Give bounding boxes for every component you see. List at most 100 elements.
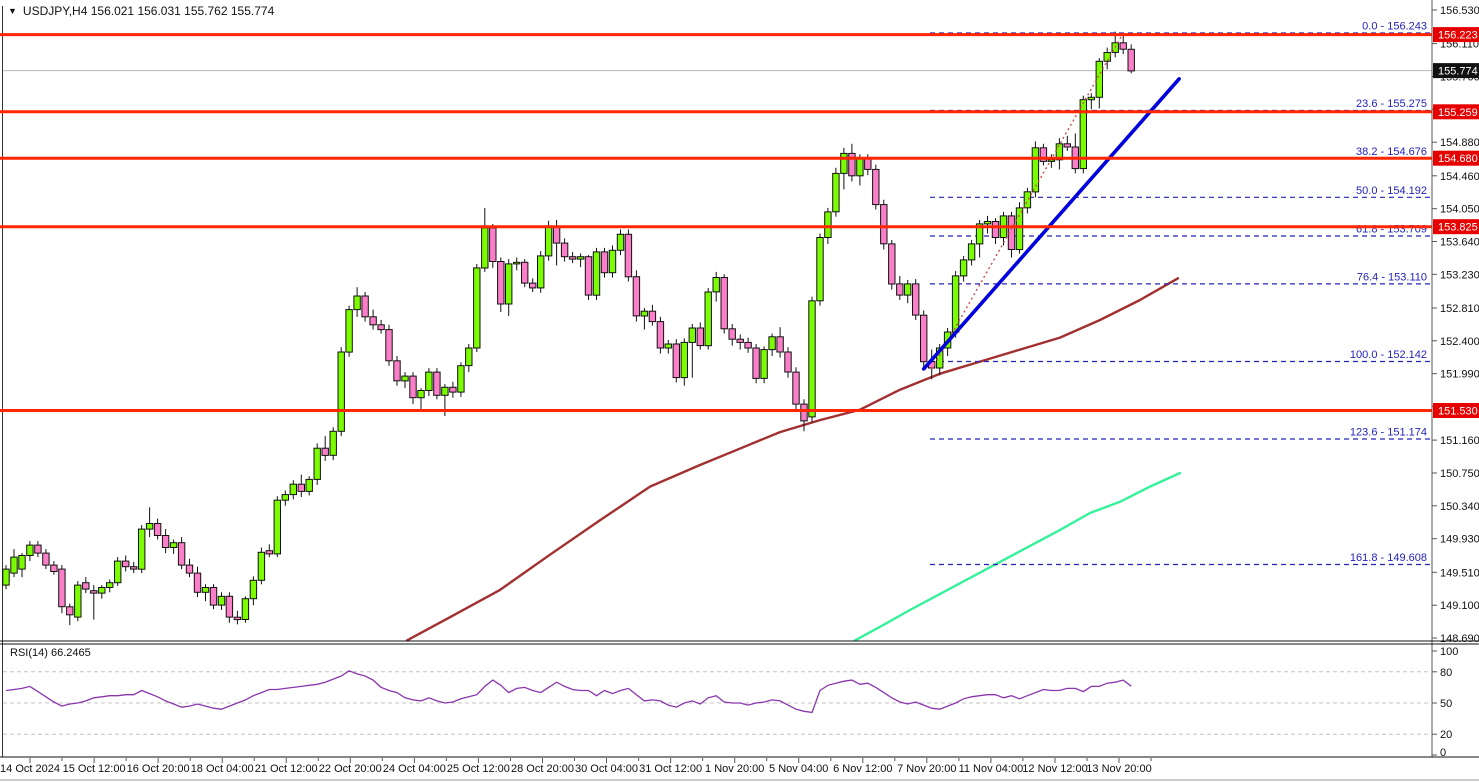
price-tick-label: 151.160: [1440, 435, 1479, 447]
candle: [696, 327, 704, 347]
candle: [656, 321, 665, 349]
candle: [560, 242, 569, 258]
time-axis[interactable]: 14 Oct 2024 15 Oct 12:00 16 Oct 20:00 18 Oc…: [0, 758, 1152, 775]
candle: [425, 371, 433, 392]
candle: [66, 606, 74, 616]
candle: [281, 494, 290, 501]
fib-level-label: 38.2 - 154.676: [1356, 146, 1427, 158]
candle: [26, 544, 34, 556]
candle: [760, 349, 768, 379]
ma-fast-line[interactable]: [853, 471, 1182, 642]
candle: [185, 564, 194, 574]
candle: [768, 336, 776, 351]
time-tick-label: 6 Nov 12:00: [833, 763, 892, 775]
time-tick-label: 7 Nov 20:00: [897, 763, 956, 775]
candle: [489, 227, 497, 262]
rsi-tick-label: 50: [1440, 698, 1452, 710]
fib-level-label: 50.0 - 154.192: [1356, 185, 1427, 197]
candle: [18, 555, 26, 570]
candle: [576, 256, 585, 260]
candle: [497, 261, 505, 305]
candle: [114, 560, 122, 584]
candle: [983, 221, 992, 225]
candle: [58, 568, 66, 608]
candle: [1103, 52, 1111, 62]
candle: [1015, 207, 1024, 251]
rsi-tick-label: 20: [1440, 729, 1452, 741]
price-tick-label: 149.510: [1440, 567, 1479, 579]
candle: [608, 249, 617, 274]
time-tick-label: 25 Oct 12:00: [447, 763, 510, 775]
candle: [34, 544, 42, 554]
candle: [305, 478, 313, 492]
candle: [672, 343, 680, 379]
candle: [880, 204, 888, 245]
chart-header: ▼ USDJPY,H4 156.021 156.031 155.762 155.…: [8, 4, 274, 18]
fib-level-label: 76.4 - 153.110: [1357, 271, 1427, 283]
candle: [249, 579, 258, 600]
time-tick-label: 31 Oct 12:00: [639, 763, 702, 775]
symbol-ohlc-info: USDJPY,H4 156.021 156.031 155.762 155.77…: [22, 4, 275, 18]
candle: [864, 157, 872, 170]
candle: [640, 310, 649, 317]
price-tick-label: 151.990: [1440, 369, 1479, 381]
candle: [377, 324, 385, 331]
candle: [784, 351, 792, 373]
candle: [193, 572, 202, 593]
candle: [600, 251, 609, 274]
candle: [1127, 48, 1135, 72]
candle: [90, 590, 98, 594]
candle: [74, 584, 82, 618]
candle: [704, 291, 712, 347]
candle: [273, 499, 282, 555]
candle: [401, 375, 409, 382]
ma-slow-line[interactable]: [405, 277, 1180, 642]
candle: [1079, 99, 1087, 170]
price-tick-label: 153.640: [1440, 237, 1479, 249]
svg-text:155.774: 155.774: [1438, 66, 1478, 78]
candle: [153, 523, 162, 536]
candle: [680, 341, 688, 379]
time-tick-label: 5 Nov 04:00: [769, 763, 828, 775]
candle: [800, 403, 808, 422]
candle: [473, 267, 481, 349]
candle: [169, 542, 178, 549]
candle: [201, 587, 210, 593]
time-tick-label: 15 Oct 12:00: [63, 763, 126, 775]
fib-retracement[interactable]: 0.0 - 156.243 23.6 - 155.275 38.2 - 154.67…: [930, 21, 1432, 566]
candle: [832, 172, 840, 213]
candle: [481, 227, 489, 269]
price-tag-current: 155.774: [1433, 63, 1479, 79]
candle: [728, 328, 736, 340]
candle: [10, 556, 18, 574]
candle: [1119, 42, 1127, 50]
candle: [106, 582, 114, 589]
candle: [393, 360, 401, 382]
price-tick-label: 152.400: [1440, 336, 1479, 348]
price-tag-level: 153.825: [1433, 219, 1479, 235]
candle: [537, 255, 545, 289]
candle: [975, 223, 984, 245]
price-axis[interactable]: 156.530156.110155.700155.290154.880154.4…: [1431, 0, 1479, 757]
svg-text:151.530: 151.530: [1438, 406, 1478, 418]
price-tick-label: 149.930: [1440, 534, 1479, 546]
candle: [808, 300, 816, 418]
price-tag-level: 151.530: [1433, 403, 1479, 418]
candle: [433, 371, 441, 396]
price-tag-level: 155.259: [1433, 104, 1479, 120]
candle: [959, 259, 968, 277]
rsi-tick-label: 80: [1440, 667, 1452, 679]
candle: [1063, 143, 1071, 148]
candle: [361, 295, 369, 318]
candle: [912, 283, 920, 316]
candle: [592, 251, 601, 296]
candle: [409, 375, 417, 399]
trendline[interactable]: [921, 77, 1181, 371]
svg-text:153.825: 153.825: [1438, 222, 1478, 234]
candle: [289, 483, 298, 496]
price-tick-label: 156.530: [1440, 5, 1479, 17]
candle: [2, 568, 10, 586]
candle: [42, 552, 50, 566]
rsi-panel[interactable]: 100 80 50 20 0: [3, 646, 1458, 759]
